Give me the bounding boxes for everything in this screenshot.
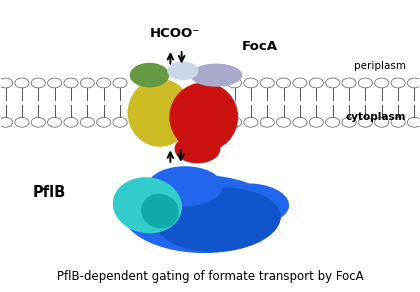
Ellipse shape bbox=[167, 61, 199, 80]
Circle shape bbox=[391, 117, 405, 127]
Ellipse shape bbox=[169, 82, 238, 152]
Circle shape bbox=[228, 78, 241, 88]
Circle shape bbox=[97, 78, 111, 88]
Text: FocA: FocA bbox=[241, 40, 277, 53]
Circle shape bbox=[80, 78, 94, 88]
Text: HCOO⁻: HCOO⁻ bbox=[150, 27, 199, 40]
Circle shape bbox=[358, 78, 373, 88]
Text: PflB: PflB bbox=[33, 185, 66, 200]
Ellipse shape bbox=[128, 79, 192, 147]
Circle shape bbox=[276, 78, 291, 88]
Circle shape bbox=[31, 78, 45, 88]
Circle shape bbox=[407, 117, 420, 127]
Circle shape bbox=[342, 78, 356, 88]
Circle shape bbox=[113, 78, 127, 88]
Ellipse shape bbox=[175, 134, 220, 163]
Ellipse shape bbox=[147, 166, 223, 207]
Circle shape bbox=[391, 78, 405, 88]
Circle shape bbox=[15, 78, 29, 88]
Circle shape bbox=[244, 117, 258, 127]
Ellipse shape bbox=[123, 175, 281, 253]
Ellipse shape bbox=[214, 183, 289, 224]
Circle shape bbox=[31, 117, 45, 127]
Circle shape bbox=[326, 117, 340, 127]
Ellipse shape bbox=[130, 63, 169, 87]
Circle shape bbox=[260, 78, 274, 88]
Circle shape bbox=[244, 78, 258, 88]
Circle shape bbox=[309, 78, 323, 88]
Text: PflB-dependent gating of formate transport by FocA: PflB-dependent gating of formate transpo… bbox=[57, 270, 363, 283]
Text: periplasm: periplasm bbox=[354, 61, 406, 72]
Circle shape bbox=[309, 117, 323, 127]
Circle shape bbox=[407, 78, 420, 88]
Circle shape bbox=[276, 117, 291, 127]
Circle shape bbox=[47, 117, 62, 127]
Circle shape bbox=[47, 78, 62, 88]
Circle shape bbox=[375, 78, 389, 88]
Ellipse shape bbox=[156, 188, 281, 252]
Circle shape bbox=[228, 117, 241, 127]
Circle shape bbox=[64, 78, 78, 88]
Circle shape bbox=[293, 78, 307, 88]
Circle shape bbox=[326, 78, 340, 88]
Circle shape bbox=[260, 117, 274, 127]
Ellipse shape bbox=[113, 177, 182, 233]
Text: cytoplasm: cytoplasm bbox=[346, 112, 406, 122]
Circle shape bbox=[97, 117, 111, 127]
Circle shape bbox=[0, 117, 13, 127]
Circle shape bbox=[0, 78, 13, 88]
Ellipse shape bbox=[190, 64, 242, 87]
Circle shape bbox=[15, 117, 29, 127]
Circle shape bbox=[80, 117, 94, 127]
Circle shape bbox=[64, 117, 78, 127]
Circle shape bbox=[358, 117, 373, 127]
Circle shape bbox=[113, 117, 127, 127]
Circle shape bbox=[342, 117, 356, 127]
Ellipse shape bbox=[141, 194, 179, 228]
Circle shape bbox=[375, 117, 389, 127]
Circle shape bbox=[293, 117, 307, 127]
